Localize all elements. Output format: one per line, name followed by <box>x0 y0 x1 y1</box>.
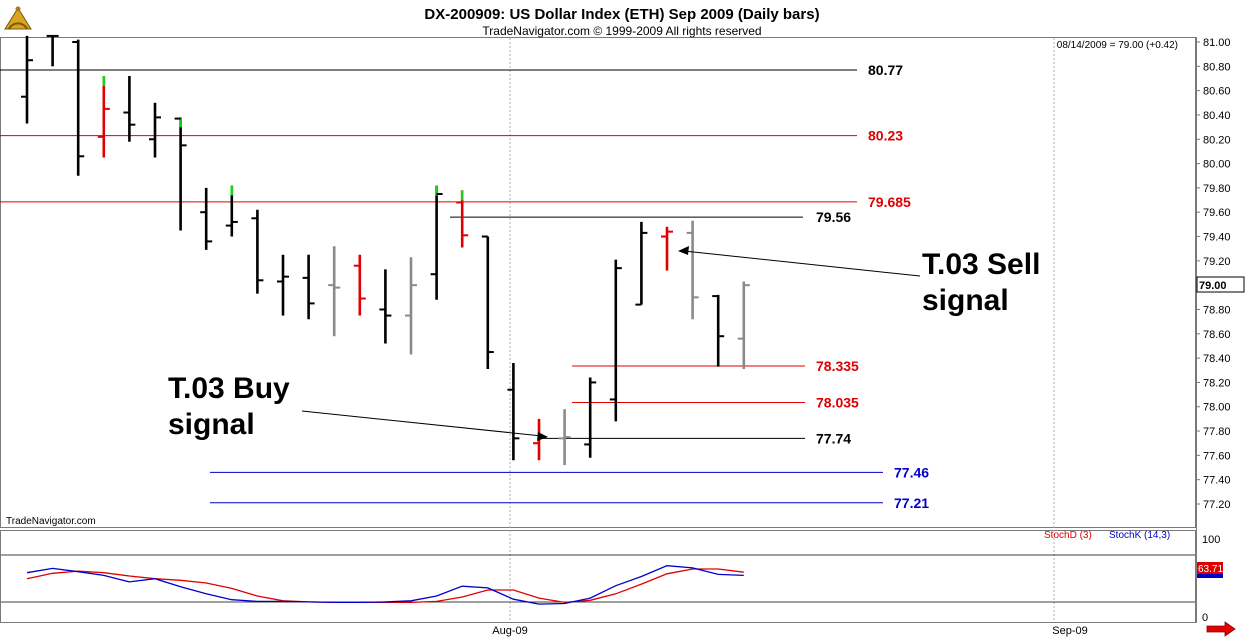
sextant-logo-icon[interactable] <box>2 2 34 34</box>
price-tick-label: 77.60 <box>1203 450 1231 462</box>
ohlc-bar <box>302 254 315 320</box>
ohlc-bar <box>430 185 443 300</box>
price-tick-label: 78.20 <box>1203 377 1231 389</box>
copyright-text: TradeNavigator.com © 1999-2009 All right… <box>482 24 761 38</box>
ohlc-bar <box>46 34 59 67</box>
stoch-tick-100: 100 <box>1202 534 1220 546</box>
ohlc-bar <box>481 235 494 370</box>
last-bar-info: 08/14/2009 = 79.00 (+0.42) <box>1057 40 1178 51</box>
price-tick-label: 77.20 <box>1203 499 1231 511</box>
price-tick-label: 80.40 <box>1203 110 1231 122</box>
ohlc-bar <box>661 226 673 271</box>
price-axis-ticks: 81.00 80.80 80.60 80.40 80.20 80.00 79.80 79.60… <box>1196 37 1231 511</box>
price-tick-label: 81.00 <box>1203 37 1231 49</box>
legend-stochd: StochD (3) <box>1044 530 1092 541</box>
stochk-line <box>26 565 744 605</box>
last-price-label: 79.00 <box>1199 280 1227 292</box>
buy-signal-annotation: T.03 Buy signal <box>168 372 548 441</box>
price-tick-label: 80.00 <box>1203 159 1231 171</box>
stoch-tick-0: 0 <box>1202 612 1208 624</box>
ohlc-bar <box>737 281 750 370</box>
price-tick-label: 78.00 <box>1203 402 1231 414</box>
price-tick-label: 78.60 <box>1203 329 1231 341</box>
ohlc-bar <box>353 254 366 316</box>
ohlc-bar <box>97 76 110 158</box>
sell-signal-label-2: signal <box>922 284 1009 317</box>
level-label: 80.77 <box>868 62 903 78</box>
sell-signal-annotation: T.03 Sell signal <box>678 246 1040 317</box>
price-axis-panel <box>1196 37 1244 623</box>
level-label: 77.21 <box>894 495 929 511</box>
last-price-marker: 79.00 <box>1196 276 1245 293</box>
price-tick-label: 79.80 <box>1203 183 1231 195</box>
ohlc-bar <box>200 187 213 250</box>
ohlc-bar <box>72 39 85 176</box>
price-tick-label: 79.60 <box>1203 207 1231 219</box>
legend-stochk: StochK (14,3) <box>1109 530 1170 541</box>
buy-arrow-line <box>301 410 543 437</box>
stochastic-lines <box>26 565 744 605</box>
price-tick-label: 80.60 <box>1203 86 1231 98</box>
price-tick-label: 77.80 <box>1203 426 1231 438</box>
ohlc-bar <box>584 377 597 458</box>
ohlc-bar <box>123 76 136 142</box>
x-tick-aug: Aug-09 <box>492 625 527 637</box>
ohlc-bar <box>174 117 187 231</box>
level-label: 79.685 <box>868 194 911 210</box>
buy-signal-label-2: signal <box>168 408 255 441</box>
price-panel-frame <box>0 37 1196 528</box>
ohlc-bar <box>21 35 33 124</box>
ohlc-bar <box>507 362 520 461</box>
buy-arrowhead-icon <box>537 432 548 441</box>
stoch-last-value: 63.71 <box>1198 564 1223 575</box>
ohlc-bar <box>712 294 725 367</box>
buy-signal-label-1: T.03 Buy <box>168 372 290 405</box>
level-label: 77.74 <box>816 430 851 446</box>
level-label: 77.46 <box>894 464 929 480</box>
price-bars <box>21 34 750 466</box>
price-tick-label: 79.40 <box>1203 232 1231 244</box>
chart-title: DX-200909: US Dollar Index (ETH) Sep 200… <box>424 6 819 23</box>
level-label: 78.335 <box>816 358 859 374</box>
watermark-text: TradeNavigator.com <box>6 516 96 527</box>
price-tick-label: 79.20 <box>1203 256 1231 268</box>
level-label: 80.23 <box>868 128 903 144</box>
x-tick-sep: Sep-09 <box>1052 625 1087 637</box>
support-resistance-levels: 80.77 80.23 79.685 79.56 78.335 78.035 77.74 77… <box>0 62 929 511</box>
price-tick-label: 80.80 <box>1203 61 1231 73</box>
price-tick-label: 80.20 <box>1203 134 1231 146</box>
ohlc-bar <box>149 102 161 158</box>
ohlc-bar <box>609 259 622 422</box>
level-label: 79.56 <box>816 209 851 225</box>
ohlc-bar <box>456 190 469 248</box>
sell-signal-label-1: T.03 Sell <box>922 248 1040 281</box>
red-arrow-icon[interactable] <box>1206 621 1236 637</box>
ohlc-bar <box>558 409 571 466</box>
level-label: 78.035 <box>816 394 859 410</box>
indicator-panel-frame <box>0 530 1196 623</box>
sell-arrowhead-icon <box>678 246 689 255</box>
ohlc-bar <box>686 220 699 320</box>
ohlc-bar <box>225 185 238 237</box>
ohlc-bar <box>277 254 289 316</box>
stoch-last-value-marker: 63.71 <box>1197 562 1223 578</box>
ohlc-bar <box>405 257 417 355</box>
sell-arrow-line <box>683 250 921 277</box>
price-tick-label: 78.80 <box>1203 304 1231 316</box>
ohlc-bar <box>251 209 264 294</box>
ohlc-bar <box>379 269 392 344</box>
price-tick-label: 77.40 <box>1203 475 1231 487</box>
ohlc-bar <box>328 246 341 337</box>
price-tick-label: 78.40 <box>1203 353 1231 365</box>
ohlc-bar <box>635 221 648 306</box>
